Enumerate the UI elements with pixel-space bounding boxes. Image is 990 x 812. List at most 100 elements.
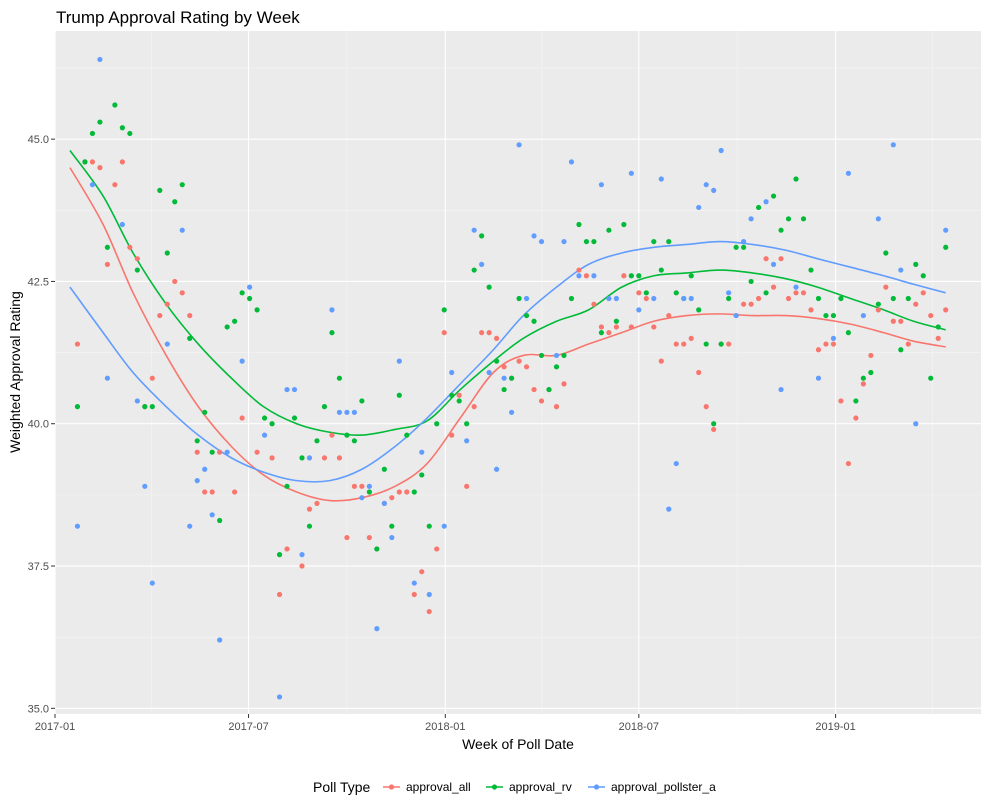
data-point-approval_pollster_a (830, 335, 837, 341)
data-point-approval_pollster_a (666, 506, 672, 512)
data-point-approval_rv (299, 455, 305, 461)
data-point-approval_rv (374, 546, 380, 552)
data-point-approval_pollster_a (441, 523, 447, 529)
data-point-approval_rv (119, 125, 125, 131)
data-point-approval_all (793, 290, 799, 296)
data-point-approval_all (636, 290, 642, 296)
data-point-approval_rv (359, 398, 365, 404)
data-point-approval_all (441, 330, 447, 336)
data-point-approval_all (785, 295, 792, 302)
data-point-approval_pollster_a (591, 273, 597, 279)
data-point-approval_pollster_a (119, 221, 125, 228)
data-point-approval_rv (329, 330, 335, 336)
data-point-approval_all (815, 347, 822, 353)
data-point-approval_pollster_a (898, 267, 904, 273)
trend-line-approval_rv (69, 150, 946, 436)
data-point-approval_rv (366, 489, 372, 495)
y-tick-label: 45.0 (28, 134, 49, 146)
data-point-approval_rv (830, 312, 837, 319)
data-point-approval_pollster_a (449, 369, 455, 376)
data-point-approval_all (299, 563, 305, 569)
data-point-approval_rv (890, 295, 896, 302)
data-point-approval_pollster_a (673, 460, 679, 467)
data-point-approval_rv (508, 375, 515, 381)
x-tick-label: 2017-07 (228, 721, 268, 733)
data-point-approval_pollster_a (299, 552, 305, 558)
data-point-approval_pollster_a (501, 375, 507, 381)
data-point-approval_all (748, 301, 754, 307)
data-point-approval_all (823, 341, 829, 347)
data-point-approval_all (157, 312, 163, 319)
data-point-approval_all (531, 386, 537, 393)
y-tick-label: 40.0 (28, 419, 49, 431)
data-point-approval_rv (703, 341, 709, 347)
data-point-approval_pollster_a (890, 142, 896, 148)
data-point-approval_rv (935, 324, 941, 330)
data-point-approval_all (284, 546, 290, 552)
data-point-approval_all (89, 159, 96, 165)
data-point-approval_rv (217, 517, 223, 524)
plot-panel (54, 31, 981, 714)
data-point-approval_pollster_a (194, 478, 200, 484)
data-point-approval_all (621, 273, 627, 279)
data-point-approval_rv (898, 347, 904, 353)
data-point-approval_rv (247, 295, 253, 302)
data-point-approval_rv (748, 278, 754, 285)
data-point-approval_rv (793, 176, 799, 182)
data-point-approval_all (501, 364, 507, 370)
data-point-approval_rv (209, 449, 215, 455)
data-point-approval_pollster_a (381, 500, 387, 507)
data-point-approval_all (711, 426, 717, 433)
data-point-approval_pollster_a (516, 142, 522, 148)
data-point-approval_rv (673, 290, 679, 296)
data-point-approval_rv (419, 472, 425, 478)
data-point-approval_pollster_a (508, 409, 515, 415)
data-point-approval_pollster_a (89, 182, 96, 188)
data-point-approval_all (643, 295, 649, 302)
data-point-approval_rv (291, 415, 298, 421)
data-point-approval_rv (134, 267, 140, 273)
data-point-approval_rv (82, 159, 88, 165)
legend: Poll Type approval_all approval_rv approva… (313, 779, 716, 795)
data-point-approval_pollster_a (688, 295, 694, 302)
data-point-approval_pollster_a (658, 176, 664, 182)
legend-key-point (593, 784, 600, 790)
data-point-approval_pollster_a (613, 295, 619, 302)
data-point-approval_all (306, 506, 313, 512)
data-point-approval_all (598, 324, 605, 330)
data-point-approval_rv (411, 489, 417, 495)
data-point-approval_pollster_a (97, 56, 103, 63)
data-point-approval_rv (808, 267, 814, 273)
data-point-approval_all (486, 330, 492, 336)
data-point-approval_all (104, 261, 110, 267)
data-point-approval_pollster_a (538, 238, 545, 245)
data-point-approval_pollster_a (553, 352, 560, 359)
data-point-approval_rv (845, 330, 852, 336)
data-point-approval_pollster_a (142, 483, 148, 489)
data-point-approval_all (389, 495, 395, 501)
data-point-approval_rv (726, 295, 732, 302)
data-point-approval_all (112, 182, 118, 188)
data-point-approval_all (464, 483, 470, 489)
legend-label: approval_pollster_a (611, 780, 716, 794)
data-point-approval_all (194, 449, 200, 455)
data-point-approval_all (269, 455, 275, 461)
data-point-approval_all (703, 404, 709, 410)
data-point-approval_all (366, 534, 372, 541)
data-point-approval_rv (344, 432, 350, 438)
data-point-approval_pollster_a (247, 284, 253, 290)
data-point-approval_pollster_a (494, 466, 500, 472)
data-point-approval_pollster_a (276, 694, 283, 700)
data-point-approval_rv (89, 130, 96, 137)
data-point-approval_all (770, 284, 777, 290)
data-point-approval_pollster_a (209, 512, 215, 518)
data-point-approval_rv (538, 352, 545, 359)
data-point-approval_pollster_a (770, 261, 777, 267)
data-point-approval_pollster_a (636, 307, 642, 313)
data-point-approval_pollster_a (329, 307, 335, 313)
data-point-approval_all (591, 301, 597, 307)
data-point-approval_rv (389, 523, 395, 529)
data-point-approval_pollster_a (134, 398, 140, 404)
data-point-approval_all (239, 415, 245, 421)
